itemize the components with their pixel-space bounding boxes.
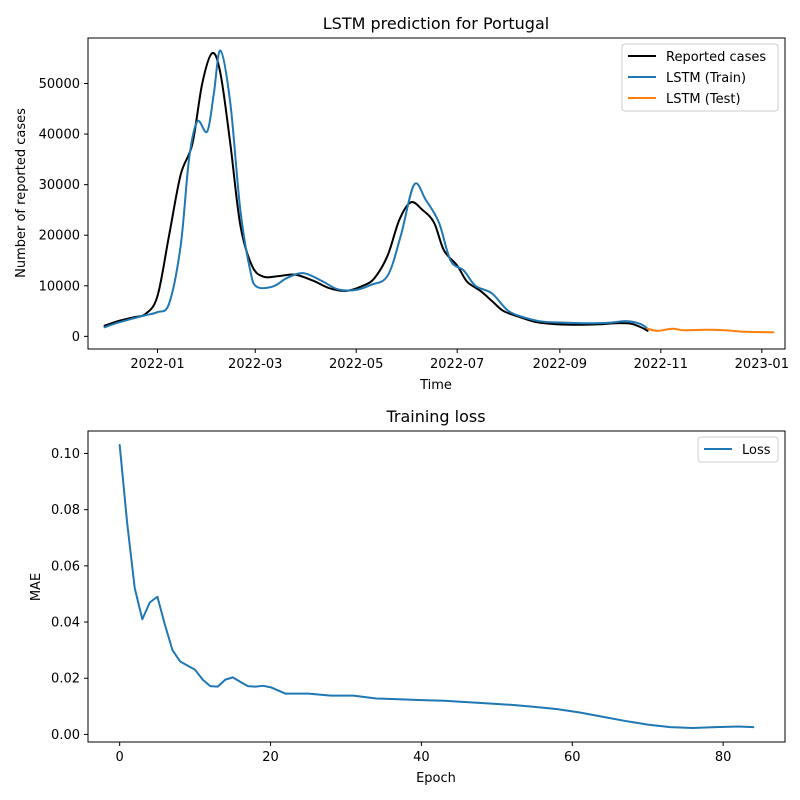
y-tick-label: 30000 (39, 178, 80, 193)
x-tick-label: 2022-11 (634, 357, 688, 372)
x-tick-label: 80 (715, 750, 732, 765)
prediction-chart-title: LSTM prediction for Portugal (323, 14, 549, 33)
y-tick-label: 40000 (39, 128, 80, 143)
series-line-loss (118, 444, 755, 729)
loss-chart: Training loss 0 20 40 60 80 0.00 0.02 0.04 0.06… (29, 407, 786, 786)
loss-x-axis-label: Epoch (416, 771, 456, 786)
y-tick-label: 0.10 (51, 447, 80, 462)
loss-y-axis-label: MAE (29, 573, 44, 601)
prediction-plot-area (87, 37, 786, 350)
loss-chart-title: Training loss (385, 407, 485, 426)
x-tick-label: 40 (413, 750, 430, 765)
x-tick-label: 2022-09 (533, 357, 587, 372)
y-tick-label: 0.06 (51, 559, 80, 574)
y-tick-label: 0 (72, 330, 80, 345)
x-tick-label: 2023-01 (735, 357, 789, 372)
y-tick-label: 0.00 (51, 728, 80, 743)
x-tick-label: 2022-07 (430, 357, 484, 372)
x-tick-label: 2022-01 (130, 357, 184, 372)
x-tick-label: 2022-05 (329, 357, 383, 372)
legend-label-reported: Reported cases (666, 50, 766, 65)
prediction-x-axis-label: Time (419, 378, 452, 393)
prediction-legend: Reported cases LSTM (Train) LSTM (Test) (621, 43, 779, 112)
legend-label-test: LSTM (Test) (666, 92, 741, 107)
legend-label-train: LSTM (Train) (666, 71, 746, 86)
y-tick-label: 10000 (39, 279, 80, 294)
x-tick-label: 2022-03 (228, 357, 282, 372)
y-tick-label: 0.02 (51, 672, 80, 687)
prediction-y-axis-label: Number of reported cases (14, 108, 29, 278)
legend-label-loss: Loss (742, 443, 771, 458)
prediction-chart: LSTM prediction for Portugal 2022-01 2022… (14, 14, 789, 393)
loss-plot-area (87, 430, 786, 743)
y-tick-label: 20000 (39, 229, 80, 244)
y-tick-label: 0.04 (51, 616, 80, 631)
x-tick-label: 0 (116, 750, 124, 765)
series-line-lstm-test (646, 327, 775, 334)
series-line-lstm-train (103, 49, 649, 330)
loss-legend: Loss (697, 436, 779, 463)
y-tick-label: 0.08 (51, 503, 80, 518)
y-tick-label: 50000 (39, 77, 80, 92)
x-tick-label: 60 (564, 750, 581, 765)
x-tick-label: 20 (262, 750, 279, 765)
